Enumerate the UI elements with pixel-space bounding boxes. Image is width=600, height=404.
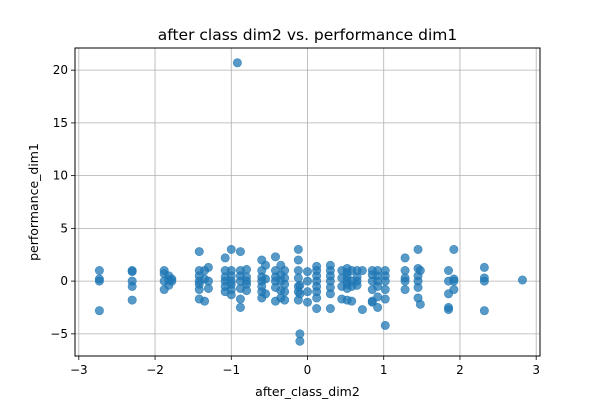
scatter-point xyxy=(413,282,423,292)
scatter-point xyxy=(325,304,335,314)
scatter-point xyxy=(312,293,322,303)
scatter-point xyxy=(293,244,303,254)
scatter-point xyxy=(400,285,410,295)
y-axis-label: performance_dim1 xyxy=(26,143,41,261)
scatter-point xyxy=(449,244,459,254)
chart-title: after class dim2 vs. performance dim1 xyxy=(158,26,457,44)
x-tick-label: 2 xyxy=(456,363,464,377)
y-tick-label: 5 xyxy=(60,221,68,235)
scatter-point xyxy=(373,281,383,291)
scatter-point xyxy=(357,305,367,315)
x-axis-ticks: −3 −2 −1 0 1 2 3 xyxy=(70,356,540,377)
x-tick-label: 0 xyxy=(304,363,312,377)
scatter-point xyxy=(367,297,377,307)
scatter-point xyxy=(302,267,312,277)
x-axis-label: after_class_dim2 xyxy=(255,384,360,399)
scatter-point xyxy=(302,287,312,297)
scatter-point xyxy=(261,274,271,284)
scatter-point xyxy=(280,287,290,297)
scatter-point xyxy=(449,276,459,286)
scatter-point xyxy=(261,260,271,270)
scatter-point xyxy=(312,304,322,314)
scatter-point xyxy=(517,275,527,285)
scatter-point xyxy=(373,302,383,312)
scatter-point xyxy=(235,294,245,304)
y-tick-label: −5 xyxy=(50,327,68,341)
scatter-point xyxy=(127,295,137,305)
scatter-point xyxy=(167,276,177,286)
scatter-point xyxy=(280,295,290,305)
scatter-point xyxy=(220,253,230,263)
grid-lines xyxy=(75,48,540,356)
scatter-point xyxy=(127,267,137,277)
x-tick-label: 1 xyxy=(380,363,388,377)
scatter-point xyxy=(194,285,204,295)
data-points xyxy=(94,58,527,346)
scatter-point xyxy=(380,276,390,286)
y-tick-label: 10 xyxy=(53,169,68,183)
scatter-point xyxy=(261,289,271,299)
scatter-point xyxy=(203,262,213,272)
x-tick-label: 3 xyxy=(532,363,540,377)
scatter-point xyxy=(449,285,459,295)
scatter-point xyxy=(293,255,303,265)
scatter-point xyxy=(295,280,305,290)
scatter-point xyxy=(413,244,423,254)
scatter-point xyxy=(295,289,305,299)
scatter-point xyxy=(226,244,236,254)
scatter-point xyxy=(479,276,489,286)
scatter-point xyxy=(270,252,280,262)
scatter-point xyxy=(380,285,390,295)
scatter-point xyxy=(295,336,305,346)
scatter-point xyxy=(293,273,303,283)
scatter-point xyxy=(302,276,312,286)
x-tick-label: −2 xyxy=(146,363,164,377)
y-tick-label: 0 xyxy=(60,274,68,288)
scatter-point xyxy=(302,297,312,307)
scatter-point xyxy=(194,247,204,257)
scatter-point xyxy=(400,253,410,263)
scatter-point xyxy=(325,289,335,299)
scatter-point xyxy=(200,296,210,306)
scatter-point xyxy=(235,302,245,312)
scatter-point xyxy=(242,286,252,296)
scatter-point xyxy=(373,292,383,302)
scatter-point xyxy=(444,266,454,276)
scatter-point xyxy=(347,296,357,306)
scatter-point xyxy=(415,266,425,276)
scatter-point xyxy=(94,266,104,276)
scatter-point xyxy=(479,262,489,272)
y-tick-label: 20 xyxy=(53,63,68,77)
scatter-point xyxy=(479,306,489,316)
scatter-point xyxy=(380,294,390,304)
scatter-point xyxy=(415,299,425,309)
scatter-point xyxy=(235,247,245,257)
scatter-point xyxy=(232,58,242,68)
scatter-point xyxy=(444,302,454,312)
scatter-point xyxy=(380,320,390,330)
y-tick-label: 15 xyxy=(53,116,68,130)
scatter-point xyxy=(226,290,236,300)
x-tick-label: −3 xyxy=(70,363,88,377)
scatter-point xyxy=(203,283,213,293)
scatter-point xyxy=(357,266,367,276)
scatter-point xyxy=(400,276,410,286)
scatter-point xyxy=(94,306,104,316)
scatter-point xyxy=(94,276,104,286)
x-tick-label: −1 xyxy=(222,363,240,377)
scatter-point xyxy=(352,280,362,290)
scatter-point xyxy=(127,281,137,291)
y-axis-ticks: −5 0 5 10 15 20 xyxy=(50,63,75,341)
